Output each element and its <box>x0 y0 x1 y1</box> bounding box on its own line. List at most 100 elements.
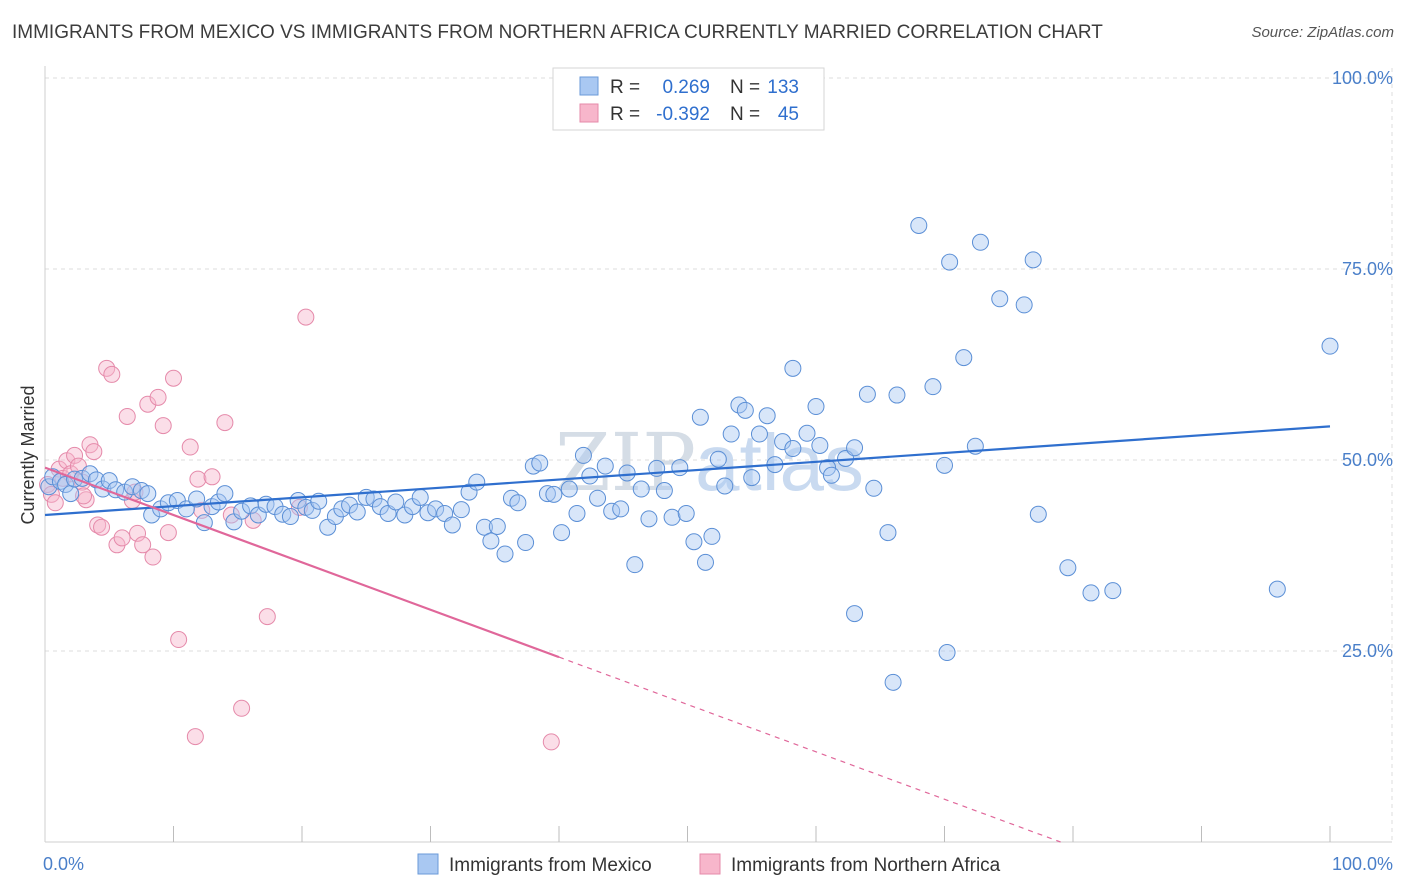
northern-africa-trend-extension <box>558 656 1061 843</box>
northern-africa-point-19 <box>118 407 136 425</box>
x-tick-label-min: 0.0% <box>43 854 84 874</box>
mexico-point-52 <box>427 500 445 518</box>
northern-africa-trend-line <box>44 466 560 659</box>
mexico-point-66 <box>531 454 549 472</box>
mexico-point-75 <box>596 457 614 475</box>
mexico-point-90 <box>703 527 721 545</box>
legend-item-mexico-swatch <box>417 853 439 875</box>
northern-africa-point-36 <box>222 506 240 524</box>
northern-africa-point-18 <box>113 529 131 547</box>
axes <box>44 66 1392 843</box>
mexico-point-61 <box>496 545 514 563</box>
northern-africa-point-30 <box>181 438 199 456</box>
northern-africa-point-35 <box>216 414 234 432</box>
mexico-point-95 <box>736 401 754 419</box>
source-credit: Source: ZipAtlas.com <box>1251 24 1394 41</box>
mexico-point-71 <box>568 504 586 522</box>
correlation-legend: R = 0.269 N = 133 R = -0.392 N = 45 <box>552 67 825 131</box>
northern-africa-point-34 <box>203 468 221 486</box>
northern-africa-point-23 <box>139 395 157 413</box>
gridlines <box>45 68 1393 842</box>
northern-africa-point-27 <box>159 524 177 542</box>
mexico-point-33 <box>281 508 299 526</box>
mexico-point-109 <box>865 479 883 497</box>
northern-africa-point-28 <box>165 369 182 387</box>
mexico-point-77 <box>612 500 630 518</box>
northern-africa-point-31 <box>186 728 204 746</box>
northern-africa-point-7 <box>66 446 84 464</box>
mexico-point-112 <box>910 216 928 234</box>
mexico-point-100 <box>774 433 792 451</box>
northern-africa-point-42 <box>542 733 560 751</box>
mexico-point-119 <box>991 290 1009 308</box>
mexico-point-125 <box>1104 582 1122 600</box>
legend-n-label-2: N = <box>730 104 760 125</box>
mexico-point-36 <box>303 501 321 519</box>
northern-africa-point-41 <box>297 308 315 326</box>
northern-africa-point-16 <box>103 365 121 383</box>
mexico-trend-line <box>44 425 1331 517</box>
northern-africa-point-29 <box>170 631 188 649</box>
x-tick-label-max: 100.0% <box>1332 854 1393 874</box>
legend-n-value-1: 133 <box>767 77 799 98</box>
legend-r-value-2: -0.392 <box>656 104 710 125</box>
mexico-point-15 <box>139 485 157 503</box>
mexico-point-97 <box>750 425 768 443</box>
y-tick-label-75: 75.0% <box>1342 259 1393 279</box>
mexico-point-55 <box>452 501 470 519</box>
mexico-point-101 <box>784 440 802 458</box>
mexico-point-67 <box>538 485 556 503</box>
mexico-point-21 <box>188 490 206 508</box>
legend-r-label-2: R = <box>610 104 640 125</box>
mexico-point-108 <box>858 385 876 403</box>
mexico-point-115 <box>941 253 959 271</box>
mexico-point-57 <box>468 473 486 491</box>
legend-item-mexico-label: Immigrants from Mexico <box>449 855 652 876</box>
legend-item-northern-africa-swatch <box>699 853 721 875</box>
mexico-point-74 <box>589 489 607 507</box>
mexico-point-84 <box>663 508 681 526</box>
mexico-point-7 <box>81 465 99 483</box>
mexico-point-64 <box>517 534 535 552</box>
legend-r-value-1: 0.269 <box>662 77 710 98</box>
northern-africa-point-12 <box>85 443 103 461</box>
mexico-point-102 <box>798 424 816 442</box>
mexico-point-98 <box>758 407 776 425</box>
mexico-point-126 <box>1268 580 1286 598</box>
legend-swatch-mexico <box>579 76 599 96</box>
mexico-point-93 <box>722 425 740 443</box>
mexico-point-127 <box>1321 337 1339 355</box>
y-tick-label-25: 25.0% <box>1342 641 1393 661</box>
mexico-point-50 <box>411 488 429 506</box>
mexico-point-13 <box>123 478 141 496</box>
northern-africa-point-26 <box>154 417 172 435</box>
mexico-point-60 <box>488 517 506 535</box>
chart-title: IMMIGRANTS FROM MEXICO VS IMMIGRANTS FRO… <box>12 22 1103 43</box>
series-northern-africa-points <box>39 308 560 751</box>
mexico-point-42 <box>348 503 366 521</box>
mexico-point-54 <box>443 516 461 534</box>
mexico-point-79 <box>626 556 644 574</box>
trend-lines <box>44 425 1331 843</box>
mexico-point-78 <box>618 464 636 482</box>
northern-africa-point-24 <box>144 548 162 566</box>
mexico-point-89 <box>696 553 714 571</box>
y-axis-title: Currently Married <box>18 385 38 524</box>
mexico-point-131 <box>784 359 802 377</box>
northern-africa-point-14 <box>93 518 111 536</box>
mexico-point-132 <box>807 398 825 416</box>
mexico-point-86 <box>677 504 695 522</box>
legend-r-label-1: R = <box>610 77 640 98</box>
mexico-point-116 <box>955 349 973 367</box>
mexico-point-83 <box>655 482 673 500</box>
mexico-point-118 <box>971 233 989 251</box>
mexico-point-122 <box>1029 505 1047 523</box>
mexico-point-68 <box>545 485 563 503</box>
series-legend: Immigrants from Mexico Immigrants from N… <box>417 853 1001 876</box>
mexico-point-113 <box>924 378 942 396</box>
legend-item-northern-africa-label: Immigrants from Northern Africa <box>731 855 1001 876</box>
mexico-point-103 <box>811 436 829 454</box>
mexico-point-91 <box>709 450 727 468</box>
mexico-point-69 <box>553 524 571 542</box>
northern-africa-point-40 <box>290 498 308 516</box>
